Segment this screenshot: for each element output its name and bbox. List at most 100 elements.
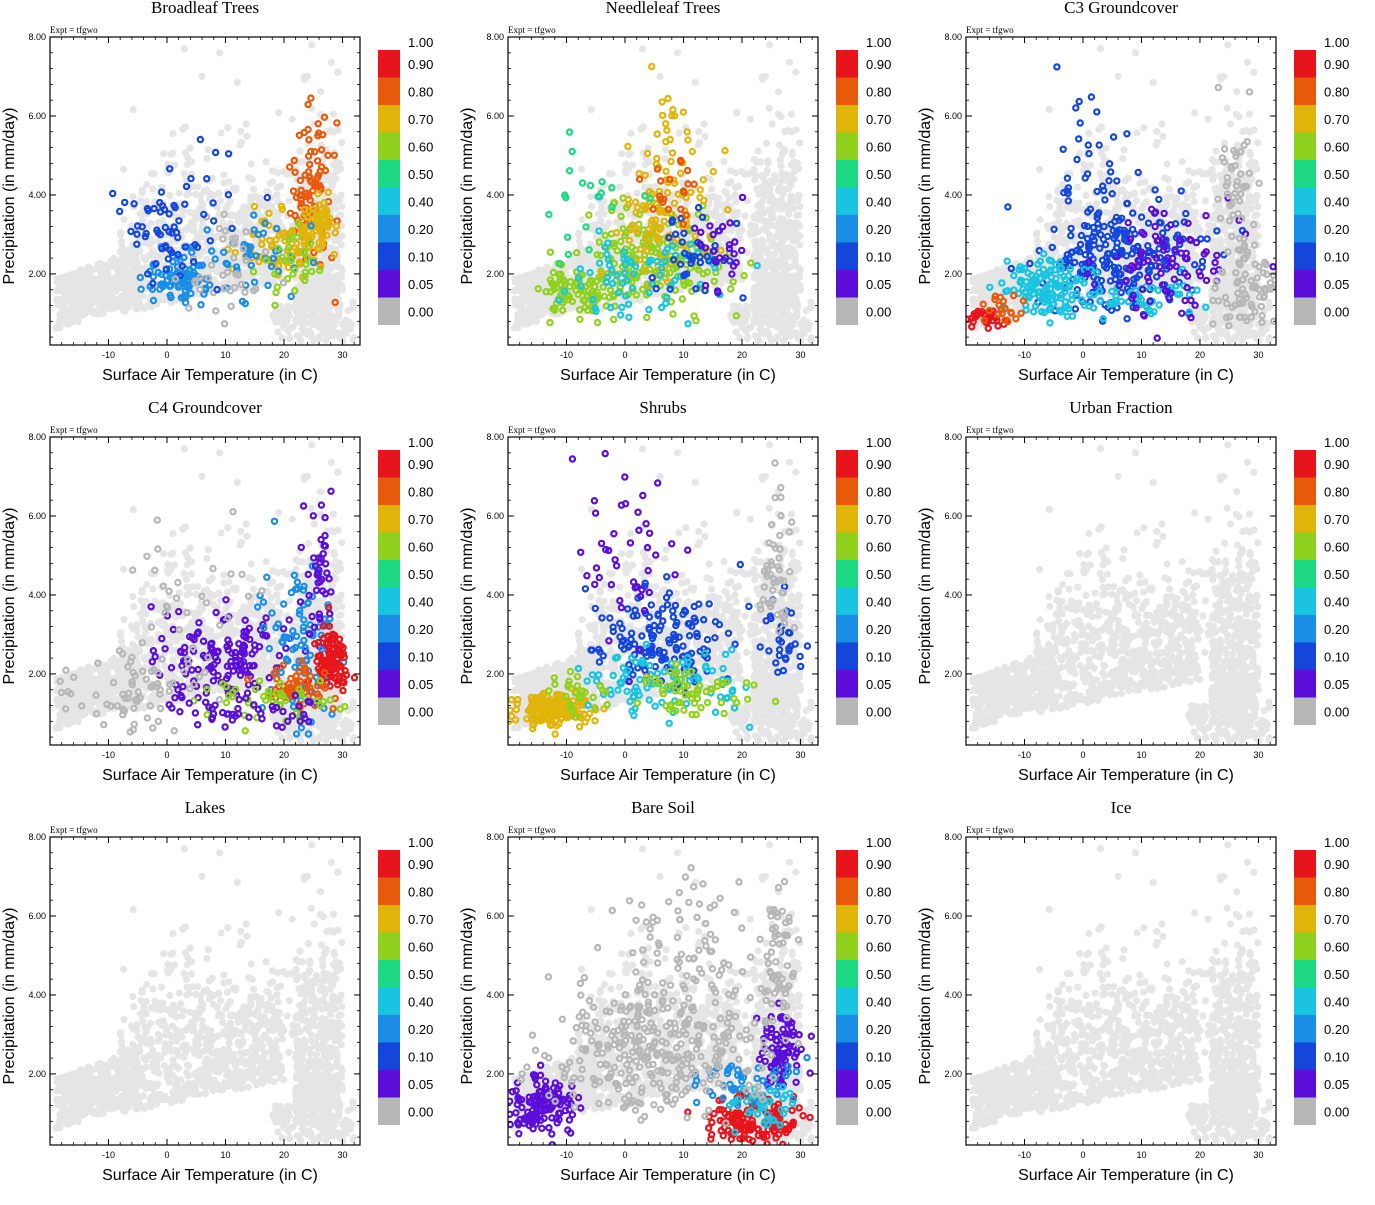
data-point xyxy=(580,180,585,185)
data-point xyxy=(663,121,668,126)
background-point xyxy=(97,297,104,304)
background-point xyxy=(778,302,785,309)
background-point xyxy=(763,140,770,147)
background-point xyxy=(706,160,713,167)
background-point xyxy=(147,240,154,247)
data-point xyxy=(655,131,660,136)
data-point xyxy=(547,320,552,325)
background-point xyxy=(754,148,761,155)
background-point xyxy=(701,120,708,127)
background-point xyxy=(286,312,293,319)
background-point xyxy=(350,334,357,341)
background-point xyxy=(741,212,748,219)
data-point xyxy=(213,308,218,313)
data-point xyxy=(680,296,685,301)
background-point xyxy=(782,233,789,240)
background-point xyxy=(707,176,714,183)
data-point xyxy=(685,168,690,173)
background-point xyxy=(791,220,798,227)
background-point xyxy=(758,204,765,211)
data-point xyxy=(722,148,727,153)
points-layer xyxy=(965,41,1278,344)
background-point xyxy=(192,191,199,198)
background-point xyxy=(752,212,759,219)
background-point xyxy=(776,141,783,148)
background-point xyxy=(148,170,155,177)
background-point xyxy=(750,298,757,305)
background-point xyxy=(779,311,786,318)
background-point xyxy=(625,151,632,158)
background-point xyxy=(73,272,80,279)
background-point xyxy=(578,166,585,173)
colorbar-swatch xyxy=(836,215,858,243)
background-point xyxy=(613,219,620,226)
background-point xyxy=(754,187,761,194)
background-point xyxy=(252,193,259,200)
background-point xyxy=(755,282,762,289)
background-point xyxy=(793,306,800,313)
data-point xyxy=(151,274,156,279)
background-point xyxy=(143,198,150,205)
data-point xyxy=(217,226,222,231)
background-point xyxy=(243,133,250,140)
background-point xyxy=(571,258,578,265)
background-point xyxy=(276,219,283,226)
background-point xyxy=(305,297,312,304)
background-point xyxy=(778,227,785,234)
data-point xyxy=(265,195,270,200)
data-point xyxy=(306,102,311,107)
x-tick-label: 10 xyxy=(220,350,230,360)
data-point xyxy=(298,178,303,183)
data-point xyxy=(287,164,292,169)
data-point xyxy=(222,321,227,326)
background-point xyxy=(722,276,729,283)
data-point xyxy=(134,242,139,247)
background-point xyxy=(158,296,165,303)
background-point xyxy=(674,49,681,56)
data-point xyxy=(740,295,745,300)
background-point xyxy=(781,218,788,225)
data-point xyxy=(644,315,649,320)
background-point xyxy=(338,331,345,338)
background-point xyxy=(307,330,314,337)
data-point xyxy=(685,137,690,142)
data-point xyxy=(242,290,247,295)
data-point xyxy=(565,235,570,240)
background-point xyxy=(771,250,778,257)
background-point xyxy=(779,253,786,260)
background-point xyxy=(264,276,271,283)
background-point xyxy=(764,167,771,174)
data-point xyxy=(651,207,656,212)
background-point xyxy=(744,335,751,342)
y-tick-label: 2.00 xyxy=(486,269,504,279)
background-point xyxy=(274,169,281,176)
background-point xyxy=(300,328,307,335)
colorbar-label: 0.40 xyxy=(408,194,433,209)
data-point xyxy=(182,202,187,207)
background-point xyxy=(113,300,120,307)
background-point xyxy=(781,278,788,285)
data-point xyxy=(618,312,623,317)
x-tick-label: 0 xyxy=(164,350,169,360)
data-point xyxy=(291,189,296,194)
background-point xyxy=(337,211,344,218)
background-point xyxy=(350,303,357,310)
data-point xyxy=(316,121,321,126)
colorbar-swatch xyxy=(378,270,400,298)
colorbar-label: 0.00 xyxy=(866,304,891,319)
background-point xyxy=(299,302,306,309)
background-point xyxy=(521,317,528,324)
background-point xyxy=(54,301,61,308)
x-tick-label: 30 xyxy=(795,350,805,360)
background-point xyxy=(766,315,773,322)
background-point xyxy=(758,328,765,335)
background-point xyxy=(150,185,157,192)
data-point xyxy=(273,290,278,295)
data-point xyxy=(692,182,697,187)
background-point xyxy=(781,148,788,155)
background-point xyxy=(193,213,200,220)
background-point xyxy=(127,274,134,281)
background-point xyxy=(692,79,699,86)
